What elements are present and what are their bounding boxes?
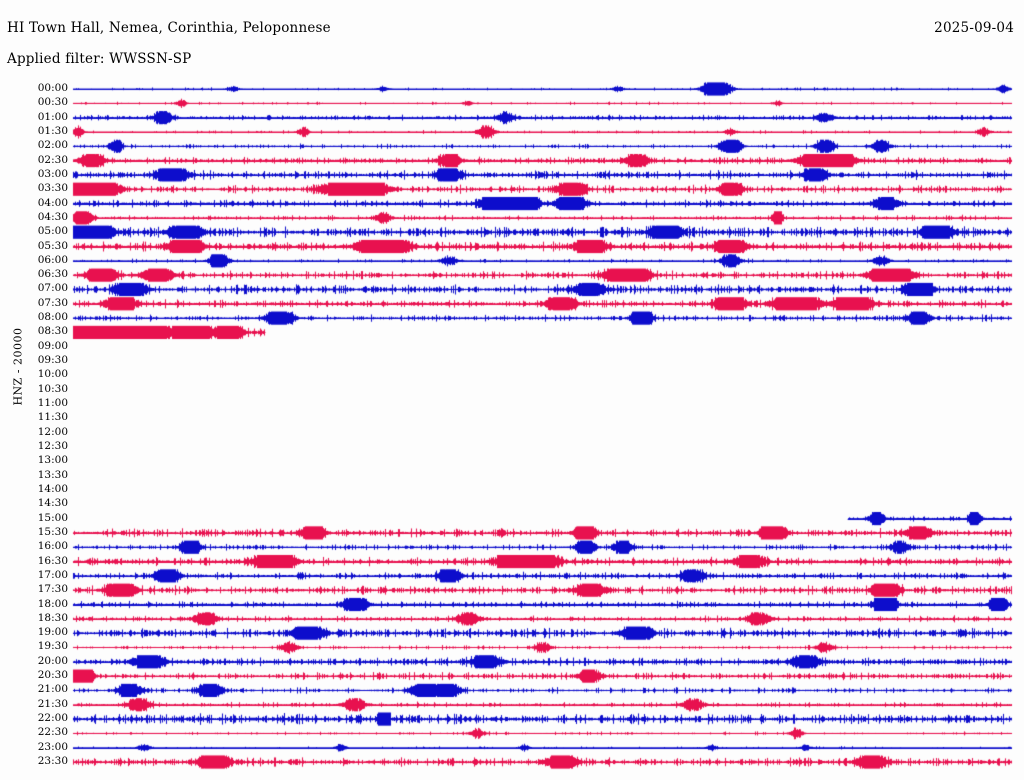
time-tick-2030: 20:30 bbox=[37, 669, 68, 682]
time-tick-1300: 13:00 bbox=[37, 454, 68, 467]
time-tick-1200: 12:00 bbox=[37, 425, 68, 438]
page-title: HI Town Hall, Nemea, Corinthia, Peloponn… bbox=[7, 20, 331, 36]
time-tick-1500: 15:00 bbox=[37, 511, 68, 524]
time-tick-1400: 14:00 bbox=[37, 482, 68, 495]
time-tick-1330: 13:30 bbox=[37, 468, 68, 481]
time-tick-1830: 18:30 bbox=[37, 611, 68, 624]
time-tick-2130: 21:30 bbox=[37, 697, 68, 710]
time-axis-ticks: 00:00 00:30 01:00 01:30 02:00 02:30 03:00 03:30… bbox=[0, 0, 68, 780]
time-tick-0030: 00:30 bbox=[37, 96, 68, 109]
time-tick-0000: 00:00 bbox=[37, 82, 68, 94]
time-tick-2100: 21:00 bbox=[37, 683, 68, 696]
time-tick-0100: 01:00 bbox=[37, 110, 68, 123]
time-tick-0800: 08:00 bbox=[37, 311, 68, 324]
time-tick-0600: 06:00 bbox=[37, 253, 68, 266]
time-tick-0130: 01:30 bbox=[37, 124, 68, 137]
time-tick-0630: 06:30 bbox=[37, 268, 68, 281]
time-tick-1230: 12:30 bbox=[37, 440, 68, 452]
time-tick-2200: 22:00 bbox=[37, 712, 68, 725]
time-tick-0330: 03:30 bbox=[37, 182, 68, 195]
time-tick-1730: 17:30 bbox=[37, 583, 68, 596]
record-date: 2025-09-04 bbox=[934, 20, 1014, 36]
time-tick-0500: 05:00 bbox=[37, 225, 68, 238]
time-tick-1030: 10:30 bbox=[37, 382, 68, 395]
time-tick-1600: 16:00 bbox=[37, 540, 68, 553]
time-tick-2300: 23:00 bbox=[37, 740, 68, 753]
time-tick-0930: 09:30 bbox=[37, 354, 68, 367]
time-tick-2330: 23:30 bbox=[37, 755, 68, 768]
time-tick-2230: 22:30 bbox=[37, 726, 68, 739]
time-tick-1900: 19:00 bbox=[37, 626, 68, 639]
time-tick-0530: 05:30 bbox=[37, 239, 68, 252]
time-tick-1000: 10:00 bbox=[37, 368, 68, 381]
time-tick-0830: 08:30 bbox=[37, 325, 68, 338]
time-tick-0700: 07:00 bbox=[37, 282, 68, 295]
time-tick-1530: 15:30 bbox=[37, 525, 68, 538]
time-tick-0200: 02:00 bbox=[37, 139, 68, 152]
applied-filter-label: Applied filter: WWSSN-SP bbox=[7, 51, 192, 67]
time-tick-0400: 04:00 bbox=[37, 196, 68, 209]
time-tick-0430: 04:30 bbox=[37, 210, 68, 223]
time-tick-1130: 11:30 bbox=[37, 411, 68, 424]
time-tick-1430: 14:30 bbox=[37, 497, 68, 510]
time-tick-1930: 19:30 bbox=[37, 640, 68, 653]
time-tick-0300: 03:00 bbox=[37, 167, 68, 180]
time-tick-1700: 17:00 bbox=[37, 568, 68, 581]
time-tick-1630: 16:30 bbox=[37, 554, 68, 567]
time-tick-1800: 18:00 bbox=[37, 597, 68, 610]
time-tick-0230: 02:30 bbox=[37, 153, 68, 166]
time-tick-2000: 20:00 bbox=[37, 654, 68, 667]
time-tick-0900: 09:00 bbox=[37, 339, 68, 352]
time-tick-0730: 07:30 bbox=[37, 296, 68, 309]
time-tick-1100: 11:00 bbox=[37, 397, 68, 410]
